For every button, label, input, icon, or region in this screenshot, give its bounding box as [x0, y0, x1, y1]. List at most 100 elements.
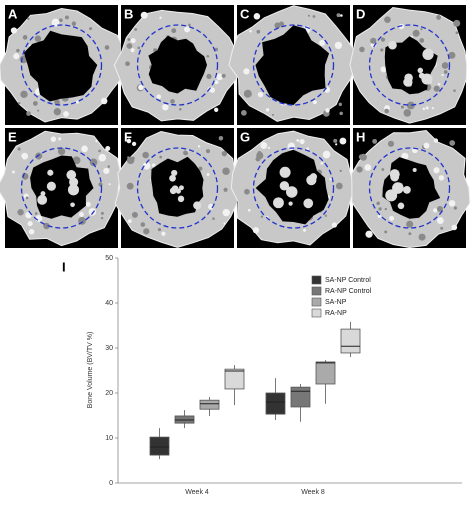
bone-texture: [437, 82, 441, 86]
bone-texture: [448, 200, 456, 207]
bone-texture: [161, 231, 166, 236]
defect-hole: [255, 25, 330, 105]
bone-fragment: [47, 169, 54, 176]
bone-texture: [419, 38, 425, 43]
bone-texture: [50, 136, 57, 142]
legend-label: RA-NP: [325, 310, 347, 317]
bone-texture: [389, 215, 395, 221]
bone-texture: [159, 16, 162, 19]
bone-texture: [28, 228, 35, 235]
bone-texture: [126, 43, 133, 49]
bone-texture: [412, 29, 420, 37]
bone-texture: [339, 111, 344, 116]
bone-texture: [125, 61, 130, 67]
bone-texture: [206, 54, 210, 58]
bone-texture: [406, 220, 414, 228]
bone-texture: [448, 51, 456, 59]
bone-fragment: [397, 202, 405, 210]
legend-label: SA-NP: [325, 299, 347, 306]
bone-texture: [34, 212, 38, 215]
bone-texture: [98, 149, 101, 153]
bone-texture: [257, 91, 264, 98]
bone-texture: [184, 26, 191, 33]
bone-texture: [380, 48, 384, 52]
bone-texture: [127, 38, 131, 41]
bone-texture: [218, 135, 224, 141]
bone-texture: [88, 208, 97, 216]
bone-texture: [197, 145, 201, 148]
bone-texture: [214, 107, 219, 112]
bone-fragment: [171, 185, 179, 193]
bone-texture: [440, 226, 444, 230]
bone-texture: [339, 137, 347, 145]
bone-texture: [53, 108, 61, 116]
bone-texture: [159, 155, 163, 159]
bone-texture: [320, 161, 324, 165]
bone-fragment: [40, 191, 46, 197]
bone-texture: [334, 41, 343, 50]
bone-texture: [134, 27, 138, 31]
bone-texture: [338, 102, 343, 107]
bone-texture: [406, 101, 415, 110]
bone-texture: [335, 143, 338, 146]
bone-texture: [312, 100, 317, 105]
bone-fragment: [288, 201, 293, 206]
bone-texture: [441, 73, 444, 77]
bone-texture: [22, 35, 28, 40]
legend-swatch: [311, 275, 322, 285]
bone-texture: [253, 13, 261, 20]
y-tick-label: 40: [105, 300, 113, 307]
bone-texture: [221, 150, 228, 157]
bone-fragment: [171, 169, 178, 177]
bone-texture: [171, 28, 177, 34]
bone-texture: [10, 27, 18, 34]
box: [340, 328, 361, 354]
bone-texture: [223, 187, 228, 192]
bone-texture: [358, 154, 364, 160]
bone-fragment: [279, 181, 290, 191]
defect-outline: [20, 147, 103, 229]
bone-texture: [130, 48, 135, 53]
y-tick-label: 0: [109, 480, 113, 487]
bone-texture: [384, 207, 387, 211]
bone-texture: [265, 108, 270, 112]
bone-texture: [54, 99, 60, 105]
bone-texture: [380, 37, 386, 42]
bone-texture: [336, 13, 341, 18]
bone-texture: [95, 140, 98, 143]
bone-texture: [340, 14, 343, 17]
defect-outline: [252, 147, 335, 229]
bone-texture: [384, 230, 388, 234]
bone-fragment: [177, 195, 185, 203]
bone-texture: [331, 222, 338, 228]
bone-texture: [377, 214, 382, 218]
bone-texture: [162, 103, 169, 111]
bone-texture: [287, 142, 296, 151]
bone-texture: [436, 217, 444, 224]
bone-texture: [209, 87, 216, 93]
bone-texture: [418, 233, 426, 241]
box: [224, 368, 245, 390]
bone-texture: [436, 15, 442, 20]
bone-texture: [339, 169, 342, 173]
bone-texture: [27, 17, 30, 20]
panel-label: I: [62, 259, 66, 274]
panel-label: B: [124, 6, 133, 21]
bone-texture: [17, 147, 21, 151]
bone-fragment: [417, 67, 424, 74]
y-axis-label: Bone Volume (BV/TV %): [87, 332, 94, 409]
bone-texture: [303, 228, 307, 232]
bone-texture: [370, 37, 377, 44]
bone-texture: [372, 138, 378, 144]
bone-texture: [453, 19, 461, 27]
bone-texture: [299, 139, 305, 145]
bone-texture: [57, 147, 66, 156]
bone-texture: [21, 152, 29, 160]
bone-fragment: [390, 172, 400, 182]
bone-texture: [244, 188, 250, 195]
bone-fragment: [46, 181, 56, 191]
bone-texture: [105, 146, 111, 151]
bone-texture: [12, 170, 15, 174]
bone-texture: [420, 28, 423, 31]
